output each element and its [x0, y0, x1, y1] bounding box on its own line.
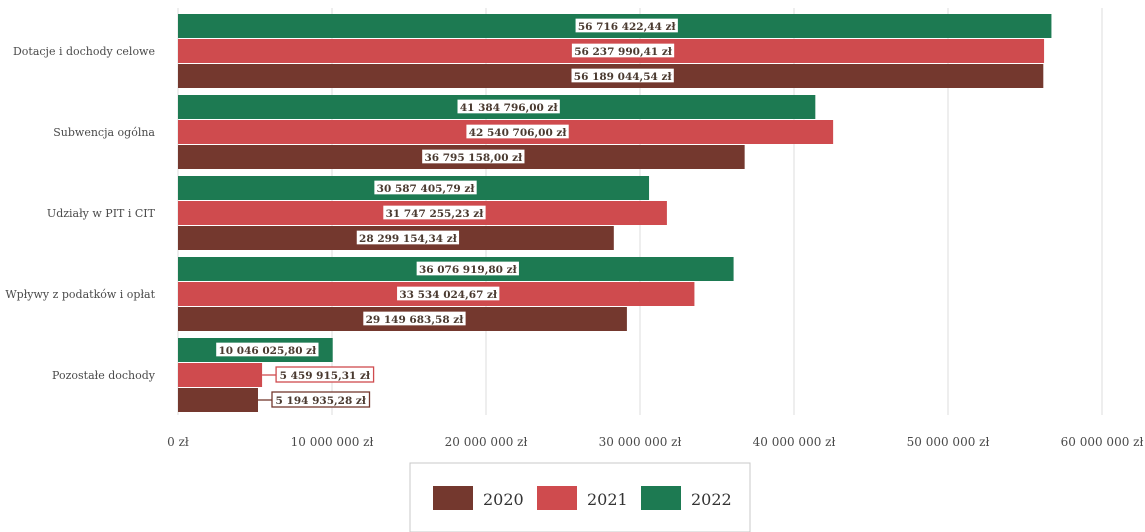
legend-label: 2022	[691, 490, 732, 509]
bar-2021	[178, 363, 263, 387]
value-label-box	[456, 98, 562, 115]
legend-swatch-2021	[537, 486, 577, 510]
value-label-box	[373, 179, 478, 196]
value-label: 28 299 154,34 zł	[359, 233, 458, 245]
value-label: 5 194 935,28 zł	[276, 395, 367, 407]
x-tick-label: 0 zł	[167, 435, 189, 449]
value-label-box	[570, 42, 676, 59]
value-label: 41 384 796,00 zł	[460, 102, 559, 114]
value-labels: 56 716 422,44 zł 56 237 990,41 zł 56 189 0…	[214, 17, 680, 408]
value-label-box	[570, 67, 676, 84]
value-label-box	[355, 229, 461, 246]
x-axis-tick-labels: 0 zł 10 000 000 zł 20 000 000 zł 30 000 000…	[167, 435, 1143, 449]
value-label-box	[362, 310, 467, 327]
value-label-box	[395, 285, 501, 302]
value-label-box	[574, 17, 680, 34]
legend-swatch-2020	[433, 486, 473, 510]
value-label: 36 076 919,80 zł	[419, 264, 518, 276]
value-label: 33 534 024,67 zł	[399, 289, 498, 301]
category-label: Wpływy z podatków i opłat	[5, 288, 155, 301]
bar-2020	[178, 388, 259, 412]
value-label: 42 540 706,00 zł	[469, 127, 568, 139]
value-label: 56 716 422,44 zł	[578, 21, 677, 33]
legend: 2020 2021 2022	[409, 462, 751, 532]
value-label: 31 747 255,23 zł	[386, 208, 485, 220]
x-tick-label: 20 000 000 zł	[445, 435, 528, 449]
legend-label: 2020	[483, 490, 524, 509]
value-label: 36 795 158,00 zł	[424, 152, 523, 164]
value-label: 29 149 683,58 zł	[366, 314, 465, 326]
value-label: 56 237 990,41 zł	[574, 46, 673, 58]
x-tick-label: 10 000 000 zł	[291, 435, 374, 449]
value-label-box	[415, 260, 521, 277]
value-label: 30 587 405,79 zł	[377, 183, 476, 195]
category-label: Subwencja ogólna	[53, 126, 155, 139]
x-tick-label: 30 000 000 zł	[599, 435, 682, 449]
value-label-box	[214, 341, 320, 358]
value-label-box	[382, 204, 487, 221]
value-label: 5 459 915,31 zł	[280, 370, 371, 382]
value-label-box	[465, 123, 571, 140]
x-tick-label: 60 000 000 zł	[1061, 435, 1144, 449]
category-label: Udziały w PIT i CIT	[47, 207, 156, 220]
x-tick-label: 40 000 000 zł	[753, 435, 836, 449]
value-label: 10 046 025,80 zł	[219, 345, 318, 357]
category-label: Dotacje i dochody celowe	[13, 45, 155, 58]
category-label: Pozostałe dochody	[52, 369, 156, 382]
value-label: 56 189 044,54 zł	[574, 71, 673, 83]
value-label-box	[420, 148, 526, 165]
legend-label: 2021	[587, 490, 628, 509]
x-tick-label: 50 000 000 zł	[907, 435, 990, 449]
legend-swatch-2022	[641, 486, 681, 510]
category-labels: Dotacje i dochody celowe Subwencja ogólna…	[5, 45, 155, 382]
